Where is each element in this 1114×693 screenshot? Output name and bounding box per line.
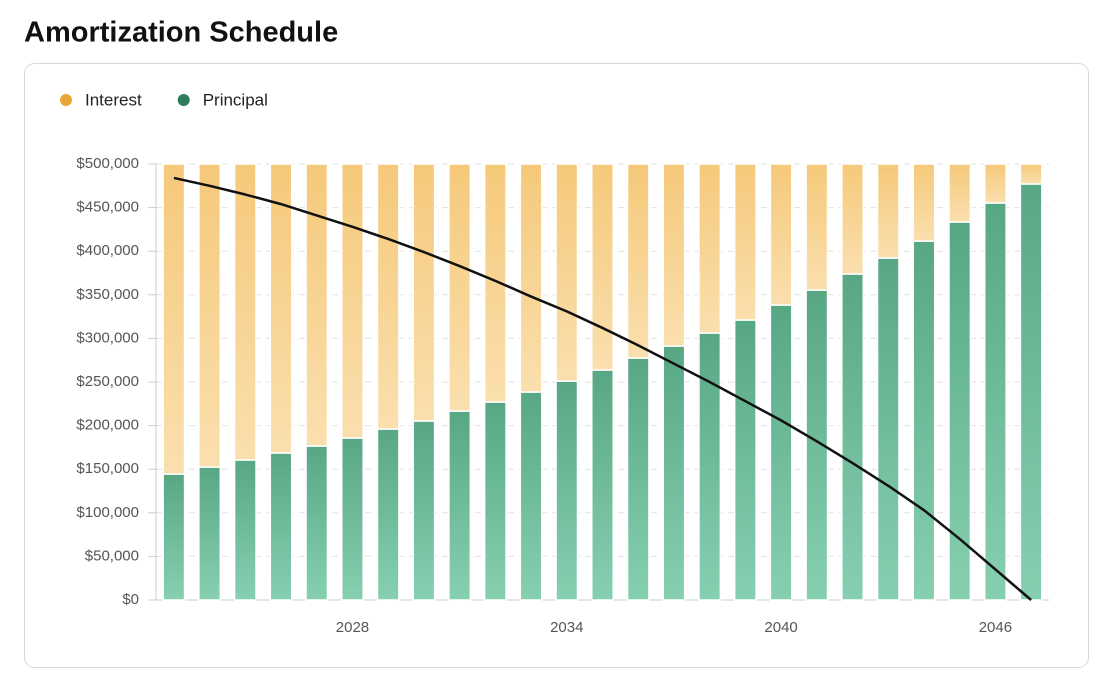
bar (269, 163, 293, 454)
y-tick-label: $0 (122, 591, 139, 608)
bar (233, 459, 257, 601)
bar (983, 163, 1007, 204)
bar (412, 163, 436, 422)
legend-marker (60, 94, 72, 106)
bar (733, 163, 757, 321)
x-tick-label: 2040 (764, 619, 797, 636)
bar (483, 401, 507, 601)
x-tick-label: 2028 (336, 619, 369, 636)
bar (1019, 183, 1043, 601)
bar (626, 163, 650, 359)
y-tick-label: $50,000 (85, 547, 139, 564)
bar (519, 163, 543, 393)
bar (233, 163, 257, 461)
x-tick-label: 2034 (550, 619, 583, 636)
bar (269, 452, 293, 601)
bar (198, 163, 222, 468)
x-tick-label: 2046 (979, 619, 1012, 636)
bar (805, 163, 829, 291)
legend-label: Principal (203, 90, 268, 109)
bar (733, 319, 757, 601)
bar (340, 437, 364, 601)
bar (912, 240, 936, 601)
bar (912, 163, 936, 242)
bar (555, 163, 579, 382)
bar (162, 163, 186, 475)
y-tick-label: $250,000 (76, 373, 139, 390)
bar (1019, 163, 1043, 185)
y-tick-label: $500,000 (76, 155, 139, 172)
bar (876, 257, 900, 601)
bar (162, 473, 186, 601)
bar (698, 332, 722, 601)
chart-title: Amortization Schedule (24, 17, 338, 49)
y-tick-label: $450,000 (76, 199, 139, 216)
bar (305, 163, 329, 447)
y-tick-label: $150,000 (76, 460, 139, 477)
bar (591, 369, 614, 601)
bar (662, 345, 686, 601)
legend-label: Interest (85, 90, 142, 109)
bar (983, 202, 1007, 601)
bar (198, 466, 222, 601)
bar (769, 163, 793, 306)
bar (340, 163, 364, 439)
legend-marker (177, 94, 190, 106)
y-tick-label: $300,000 (76, 329, 139, 346)
bar (948, 163, 972, 223)
balance-line (173, 176, 1032, 601)
bar (662, 163, 686, 347)
bar (555, 380, 579, 601)
bar (769, 304, 793, 601)
bar (626, 357, 650, 601)
y-tick-label: $400,000 (76, 242, 139, 259)
y-tick-label: $350,000 (76, 286, 139, 303)
y-tick-label: $100,000 (76, 504, 139, 521)
bar (448, 163, 472, 412)
bar (376, 428, 400, 601)
bar (841, 163, 865, 275)
bar (519, 391, 543, 601)
bar (841, 273, 865, 601)
bar (948, 221, 972, 601)
bar (876, 163, 900, 259)
bar (376, 163, 400, 430)
bar (698, 163, 722, 334)
bar (591, 163, 614, 371)
bar (305, 445, 329, 601)
bar (448, 410, 472, 601)
bar (412, 420, 436, 601)
bar (483, 163, 507, 403)
y-tick-label: $200,000 (76, 417, 139, 434)
